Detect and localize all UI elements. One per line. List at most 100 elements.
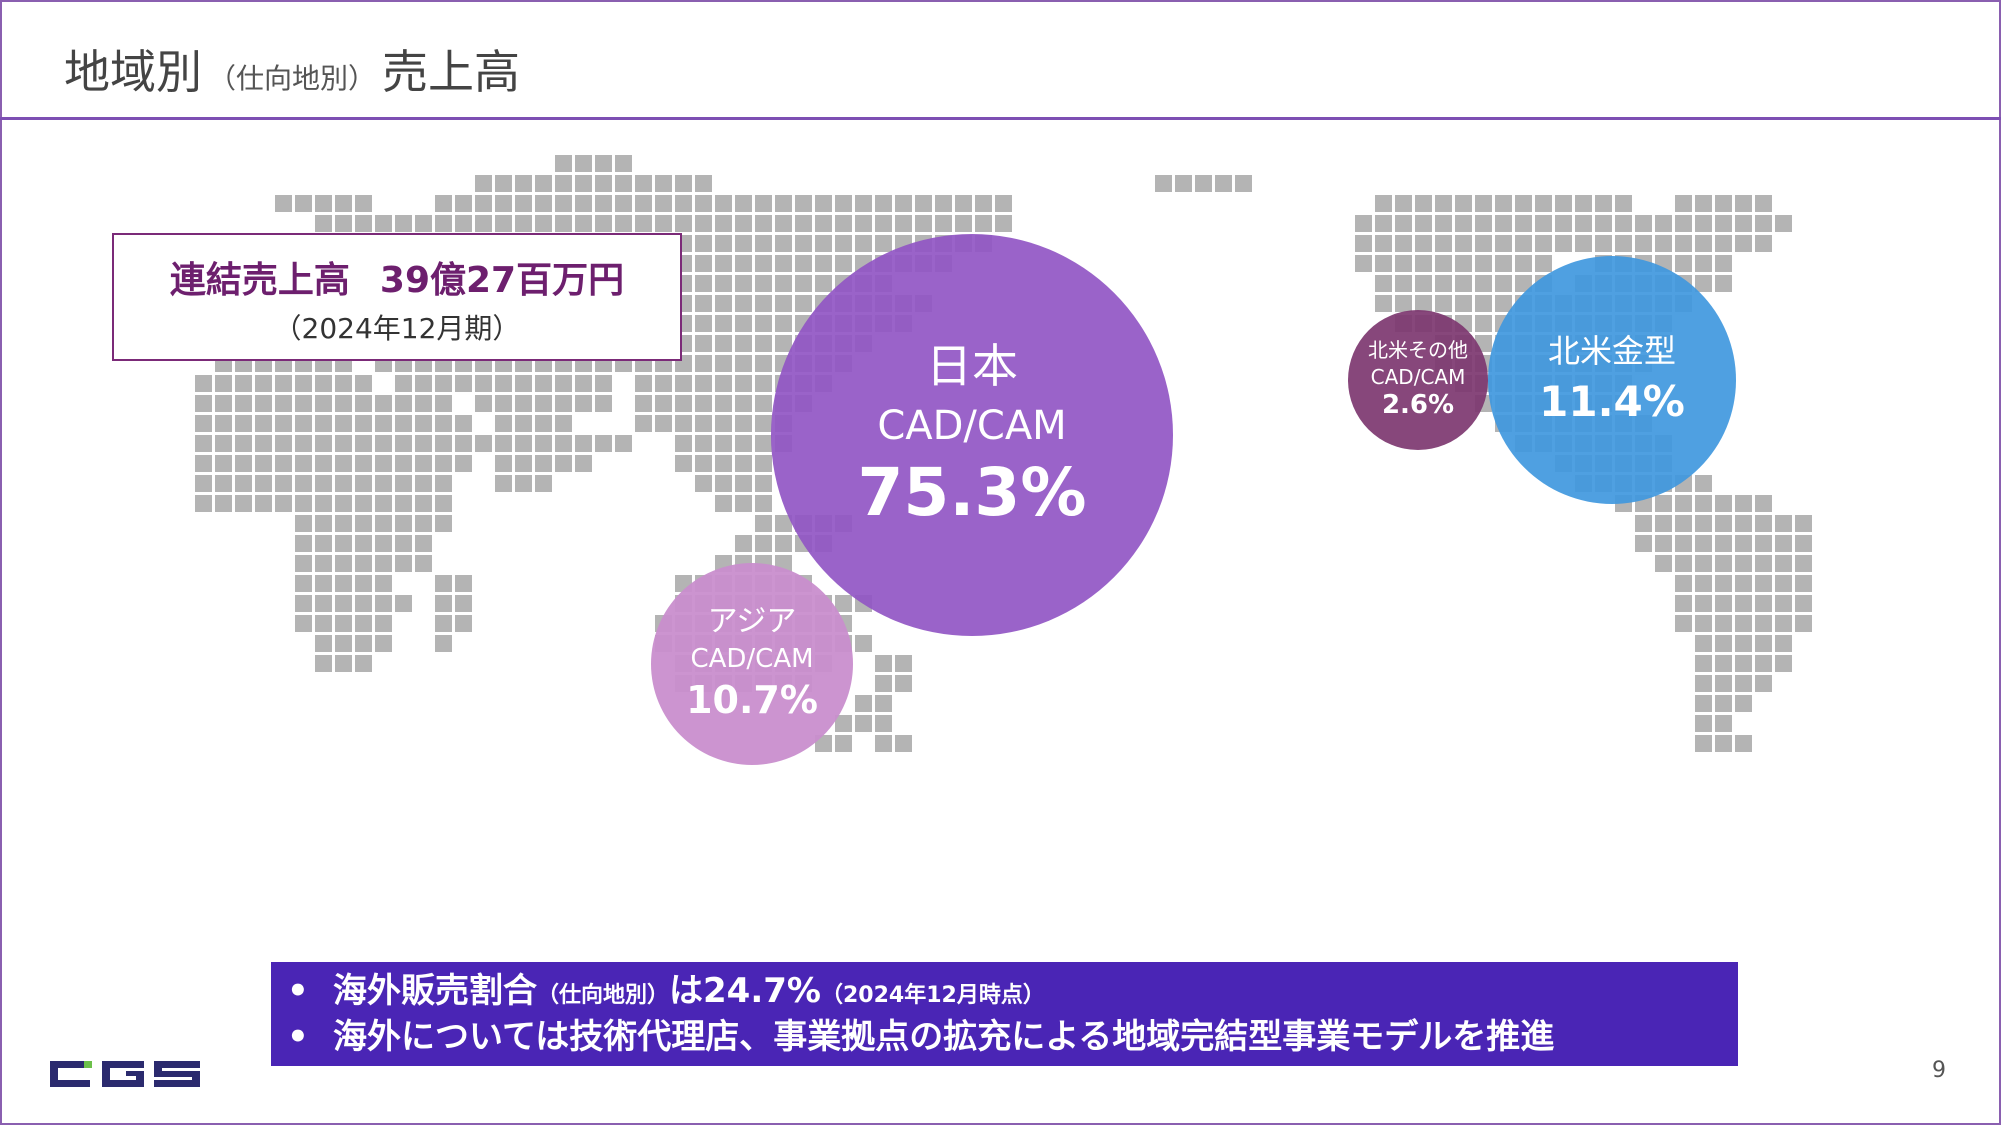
map-dot xyxy=(535,455,552,472)
map-dot xyxy=(1495,295,1512,312)
map-dot xyxy=(1755,555,1772,572)
map-dot xyxy=(395,415,412,432)
map-dot xyxy=(375,415,392,432)
map-dot xyxy=(495,455,512,472)
map-dot xyxy=(375,455,392,472)
map-dot xyxy=(755,455,772,472)
map-dot xyxy=(715,275,732,292)
map-dot xyxy=(735,495,752,512)
map-dot xyxy=(455,375,472,392)
map-dot xyxy=(435,615,452,632)
map-dot xyxy=(875,695,892,712)
map-dot xyxy=(535,195,552,212)
map-dot xyxy=(975,195,992,212)
map-dot xyxy=(1575,215,1592,232)
map-dot xyxy=(355,215,372,232)
map-dot xyxy=(415,415,432,432)
map-dot xyxy=(1495,215,1512,232)
map-dot xyxy=(395,515,412,532)
map-dot xyxy=(555,455,572,472)
map-dot xyxy=(555,415,572,432)
map-dot xyxy=(1715,495,1732,512)
map-dot xyxy=(795,255,812,272)
map-dot xyxy=(1655,495,1672,512)
map-dot xyxy=(455,215,472,232)
map-dot xyxy=(415,435,432,452)
map-dot xyxy=(315,575,332,592)
map-dot xyxy=(555,395,572,412)
map-dot xyxy=(735,455,752,472)
map-dot xyxy=(1675,595,1692,612)
map-dot xyxy=(255,395,272,412)
map-dot xyxy=(515,435,532,452)
map-dot xyxy=(1655,555,1672,572)
map-dot xyxy=(1435,195,1452,212)
map-dot xyxy=(295,615,312,632)
map-dot xyxy=(1535,255,1552,272)
map-dot xyxy=(495,395,512,412)
map-dot xyxy=(515,175,532,192)
map-dot xyxy=(755,215,772,232)
map-dot xyxy=(675,175,692,192)
map-dot xyxy=(555,435,572,452)
map-dot xyxy=(1635,215,1652,232)
map-dot xyxy=(935,215,952,232)
map-dot xyxy=(855,695,872,712)
map-dot xyxy=(755,495,772,512)
map-dot xyxy=(1735,615,1752,632)
map-dot xyxy=(435,215,452,232)
map-dot xyxy=(655,415,672,432)
map-dot xyxy=(1755,595,1772,612)
map-dot xyxy=(755,315,772,332)
map-dot xyxy=(395,595,412,612)
map-dot xyxy=(595,375,612,392)
map-dot xyxy=(735,335,752,352)
map-dot xyxy=(1415,235,1432,252)
title-main: 地域別 xyxy=(64,45,202,99)
map-dot xyxy=(1715,695,1732,712)
map-dot xyxy=(715,435,732,452)
map-dot xyxy=(595,435,612,452)
map-dot xyxy=(675,215,692,232)
map-dot xyxy=(1755,515,1772,532)
map-dot xyxy=(875,195,892,212)
map-dot xyxy=(1355,255,1372,272)
map-dot xyxy=(575,435,592,452)
map-dot xyxy=(355,475,372,492)
map-dot xyxy=(1615,235,1632,252)
map-dot xyxy=(335,575,352,592)
map-dot xyxy=(215,415,232,432)
map-dot xyxy=(215,475,232,492)
map-dot xyxy=(1715,515,1732,532)
map-dot xyxy=(495,195,512,212)
map-dot xyxy=(855,215,872,232)
map-dot xyxy=(1395,235,1412,252)
map-dot xyxy=(355,195,372,212)
map-dot xyxy=(1395,275,1412,292)
map-dot xyxy=(1715,575,1732,592)
map-dot xyxy=(755,475,772,492)
map-dot xyxy=(775,335,792,352)
map-dot xyxy=(1635,235,1652,252)
map-dot xyxy=(335,595,352,612)
map-dot xyxy=(415,455,432,472)
map-dot xyxy=(1755,675,1772,692)
map-dot xyxy=(215,395,232,412)
map-dot xyxy=(675,435,692,452)
map-dot xyxy=(1775,535,1792,552)
map-dot xyxy=(295,495,312,512)
consolidated-sales-box: 連結売上高 39億27百万円 （2024年12月期） xyxy=(112,233,682,361)
map-dot xyxy=(355,635,372,652)
map-dot xyxy=(795,275,812,292)
map-dot xyxy=(415,495,432,512)
map-dot xyxy=(895,735,912,752)
map-dot xyxy=(1675,215,1692,232)
map-dot xyxy=(715,335,732,352)
map-dot xyxy=(475,395,492,412)
map-dot xyxy=(1735,235,1752,252)
bubble-japan-region: 日本 xyxy=(926,338,1018,393)
map-dot xyxy=(335,435,352,452)
map-dot xyxy=(875,215,892,232)
map-dot xyxy=(195,415,212,432)
map-dot xyxy=(1375,235,1392,252)
